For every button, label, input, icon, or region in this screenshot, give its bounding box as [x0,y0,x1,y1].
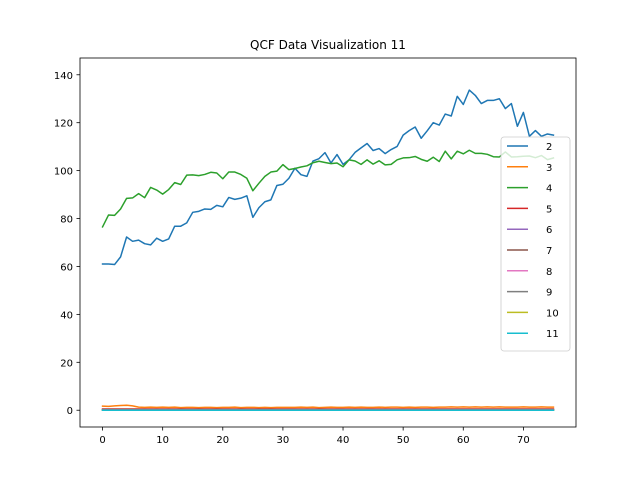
x-tick-label: 40 [337,435,350,446]
chart-title: QCF Data Visualization 11 [250,38,406,52]
legend-label-6: 6 [546,225,552,236]
legend-box [500,136,571,352]
plot-area: 0 10 20 30 40 50 60 70 0 20 40 60 80 100 120 140 [54,57,577,446]
x-tick-label: 60 [457,435,470,446]
x-tick-label: 70 [517,435,530,446]
x-tick-label: 20 [216,435,229,446]
y-tick-label: 80 [60,215,73,226]
legend-label-10: 10 [546,308,559,319]
y-tick-label: 100 [54,167,73,178]
y-tick-label: 140 [54,71,73,82]
series-line-2 [101,89,555,266]
legend-label-2: 2 [546,142,552,153]
x-tick-label: 30 [277,435,290,446]
y-tick-label: 20 [60,358,73,369]
y-tick-label: 40 [60,310,73,321]
legend-label-5: 5 [546,204,552,215]
legend-label-11: 11 [546,329,559,340]
y-tick-label: 60 [60,262,73,273]
y-tick-label: 120 [54,119,73,130]
legend: 2 3 4 5 6 7 8 9 10 11 [500,136,571,352]
legend-label-9: 9 [546,288,552,299]
legend-label-7: 7 [546,246,552,257]
x-tick-label: 0 [99,435,105,446]
series-line-4 [101,149,555,228]
series-line-3 [101,404,555,409]
x-tick-label: 50 [397,435,410,446]
y-tick-label: 0 [67,406,73,417]
axes-frame [79,57,577,428]
legend-label-8: 8 [546,267,552,278]
legend-label-3: 3 [546,163,552,174]
x-tick-label: 10 [156,435,169,446]
legend-label-4: 4 [546,184,552,195]
